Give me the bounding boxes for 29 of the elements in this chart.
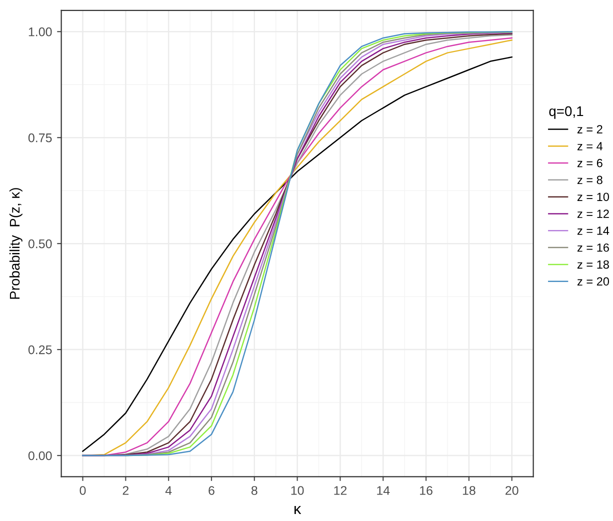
x-tick-label: 0 bbox=[80, 486, 86, 495]
legend-label: z = 8 bbox=[577, 176, 602, 184]
legend-label: z = 16 bbox=[577, 243, 609, 252]
x-tick-label: 10 bbox=[291, 486, 304, 495]
y-tick-label: 0.00 bbox=[28, 451, 52, 460]
x-tick-label: 8 bbox=[251, 486, 258, 495]
y-axis-title: Probability P(z, κ) bbox=[9, 188, 22, 299]
x-tick-label: 2 bbox=[122, 486, 129, 495]
legend-label: z = 12 bbox=[577, 210, 609, 218]
legend-label: z = 10 bbox=[577, 192, 610, 202]
legend-label: z = 4 bbox=[577, 142, 603, 150]
x-tick-label: 4 bbox=[165, 486, 172, 495]
y-tick-label: 0.25 bbox=[28, 345, 52, 354]
legend-label: z = 14 bbox=[577, 226, 610, 235]
x-tick-label: 16 bbox=[420, 486, 432, 495]
legend-title: q=0,1 bbox=[549, 106, 584, 119]
x-tick-label: 12 bbox=[334, 486, 347, 495]
y-tick-label: 0.75 bbox=[28, 133, 52, 142]
x-tick-label: 14 bbox=[377, 486, 390, 495]
y-tick-label: 1.00 bbox=[28, 27, 52, 36]
x-tick-label: 18 bbox=[462, 486, 476, 495]
legend-label: z = 18 bbox=[577, 260, 609, 269]
legend-label: z = 6 bbox=[577, 158, 602, 168]
x-tick-label: 20 bbox=[506, 486, 518, 495]
legend-label: z = 20 bbox=[577, 277, 610, 286]
x-axis-title: κ bbox=[294, 506, 302, 514]
legend-label: z = 2 bbox=[577, 125, 602, 134]
x-tick-label: 6 bbox=[208, 486, 214, 495]
y-tick-label: 0.50 bbox=[28, 239, 52, 248]
